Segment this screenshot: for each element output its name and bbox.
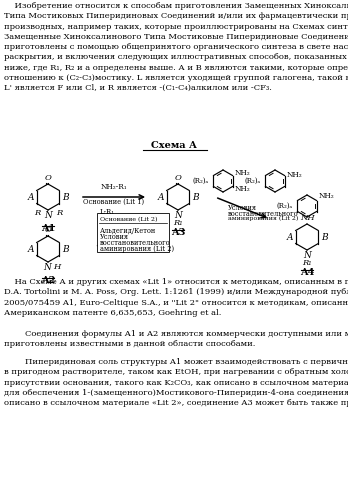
Text: (R₂)ₐ: (R₂)ₐ	[277, 202, 293, 210]
Text: NH₂: NH₂	[235, 185, 251, 193]
Text: восстановительного: восстановительного	[100, 239, 171, 247]
Text: Схема А: Схема А	[151, 141, 197, 150]
FancyBboxPatch shape	[97, 213, 169, 252]
Text: Основание (Lit 1): Основание (Lit 1)	[84, 198, 144, 206]
Text: На Схеме А и других схемах «Lit 1» относится к методикам, описанным в публикация: На Схеме А и других схемах «Lit 1» относ…	[4, 278, 348, 317]
Text: (R₂)ₐ: (R₂)ₐ	[245, 177, 261, 185]
Text: A: A	[27, 193, 34, 202]
Text: Альдегид/Кетон: Альдегид/Кетон	[100, 227, 156, 235]
Text: A3: A3	[171, 228, 185, 237]
Text: N: N	[44, 211, 52, 220]
Text: NH₂: NH₂	[287, 171, 303, 179]
Text: O: O	[175, 174, 181, 182]
Text: Условия: Условия	[228, 204, 257, 212]
Text: A2: A2	[41, 276, 55, 285]
Text: R₁: R₁	[302, 259, 312, 267]
Text: NH: NH	[300, 214, 314, 222]
Text: O: O	[45, 174, 52, 182]
Text: Условия: Условия	[100, 233, 129, 241]
Text: N: N	[43, 263, 51, 272]
Text: A4: A4	[300, 268, 314, 277]
Text: B: B	[62, 193, 69, 202]
Text: R₁: R₁	[173, 219, 183, 227]
Text: A: A	[286, 233, 293, 242]
Text: B: B	[192, 193, 199, 202]
Text: восстановительного: восстановительного	[228, 210, 299, 218]
Text: Пиперидиновая соль структуры A1 может взаимодействовать с первичным амином
в при: Пиперидиновая соль структуры A1 может вз…	[4, 358, 348, 407]
Text: R: R	[34, 209, 40, 217]
Text: (R₂)ₐ: (R₂)ₐ	[193, 177, 209, 185]
Text: A: A	[157, 193, 164, 202]
Text: N: N	[174, 211, 182, 220]
Text: O: O	[45, 226, 52, 234]
Text: аминирования (Lit 2): аминирования (Lit 2)	[228, 216, 298, 221]
Text: Соединения формулы A1 и A2 являются коммерчески доступными или могут быть
пригот: Соединения формулы A1 и A2 являются комм…	[4, 330, 348, 348]
Text: NH₂: NH₂	[235, 169, 251, 177]
Text: B: B	[321, 233, 328, 242]
Text: NH₂: NH₂	[319, 192, 335, 200]
Text: R: R	[56, 209, 62, 217]
Text: Изобретение относится к способам приготовления Замещенных Хиноксалинового
Типа М: Изобретение относится к способам пригото…	[4, 2, 348, 92]
Text: NH₂-R₁: NH₂-R₁	[101, 183, 127, 191]
Text: A1: A1	[41, 224, 55, 233]
Text: L-R₁: L-R₁	[100, 208, 115, 216]
Text: B: B	[62, 245, 69, 253]
Text: аминирования (Lit 2): аминирования (Lit 2)	[100, 245, 174, 253]
Text: A: A	[27, 245, 34, 253]
Text: N: N	[303, 251, 311, 260]
Text: Основание (Lit 2): Основание (Lit 2)	[100, 217, 158, 222]
Text: H: H	[53, 263, 60, 271]
